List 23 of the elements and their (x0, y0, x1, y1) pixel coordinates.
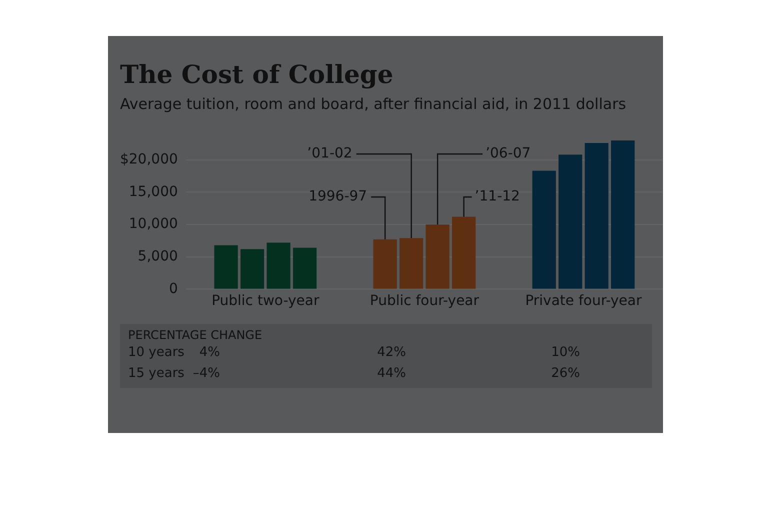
x-tick-label: Private four-year (525, 293, 642, 310)
x-tick-label: Public four-year (370, 293, 480, 310)
series-label: ’11-12 (474, 188, 520, 205)
chart-title: The Cost of College (120, 60, 394, 89)
text: ’01-02 (307, 146, 352, 162)
text: 1996-97 (308, 188, 368, 205)
text: 42% (376, 345, 406, 360)
text: 26% (550, 366, 580, 381)
text: PERCENTAGE CHANGE (128, 328, 262, 342)
text: 10% (550, 345, 580, 360)
y-tick-label: $20,000 (120, 151, 178, 168)
y-tick-label: 15,000 (128, 184, 178, 200)
y-tick-label: 0 (168, 280, 178, 297)
text: 10 years (128, 345, 184, 360)
y-tick-label: 10,000 (128, 216, 178, 232)
text: 15 years (128, 366, 184, 381)
x-tick-label: Public two-year (212, 293, 320, 310)
chart-subtitle: Average tuition, room and board, after financial aid, in 2011 dollars (120, 95, 626, 113)
text: –4% (192, 366, 220, 381)
text: 44% (376, 366, 406, 381)
text: 4% (199, 345, 220, 360)
y-tick-label: 5,000 (138, 248, 178, 264)
text: ’06-07 (486, 146, 531, 162)
